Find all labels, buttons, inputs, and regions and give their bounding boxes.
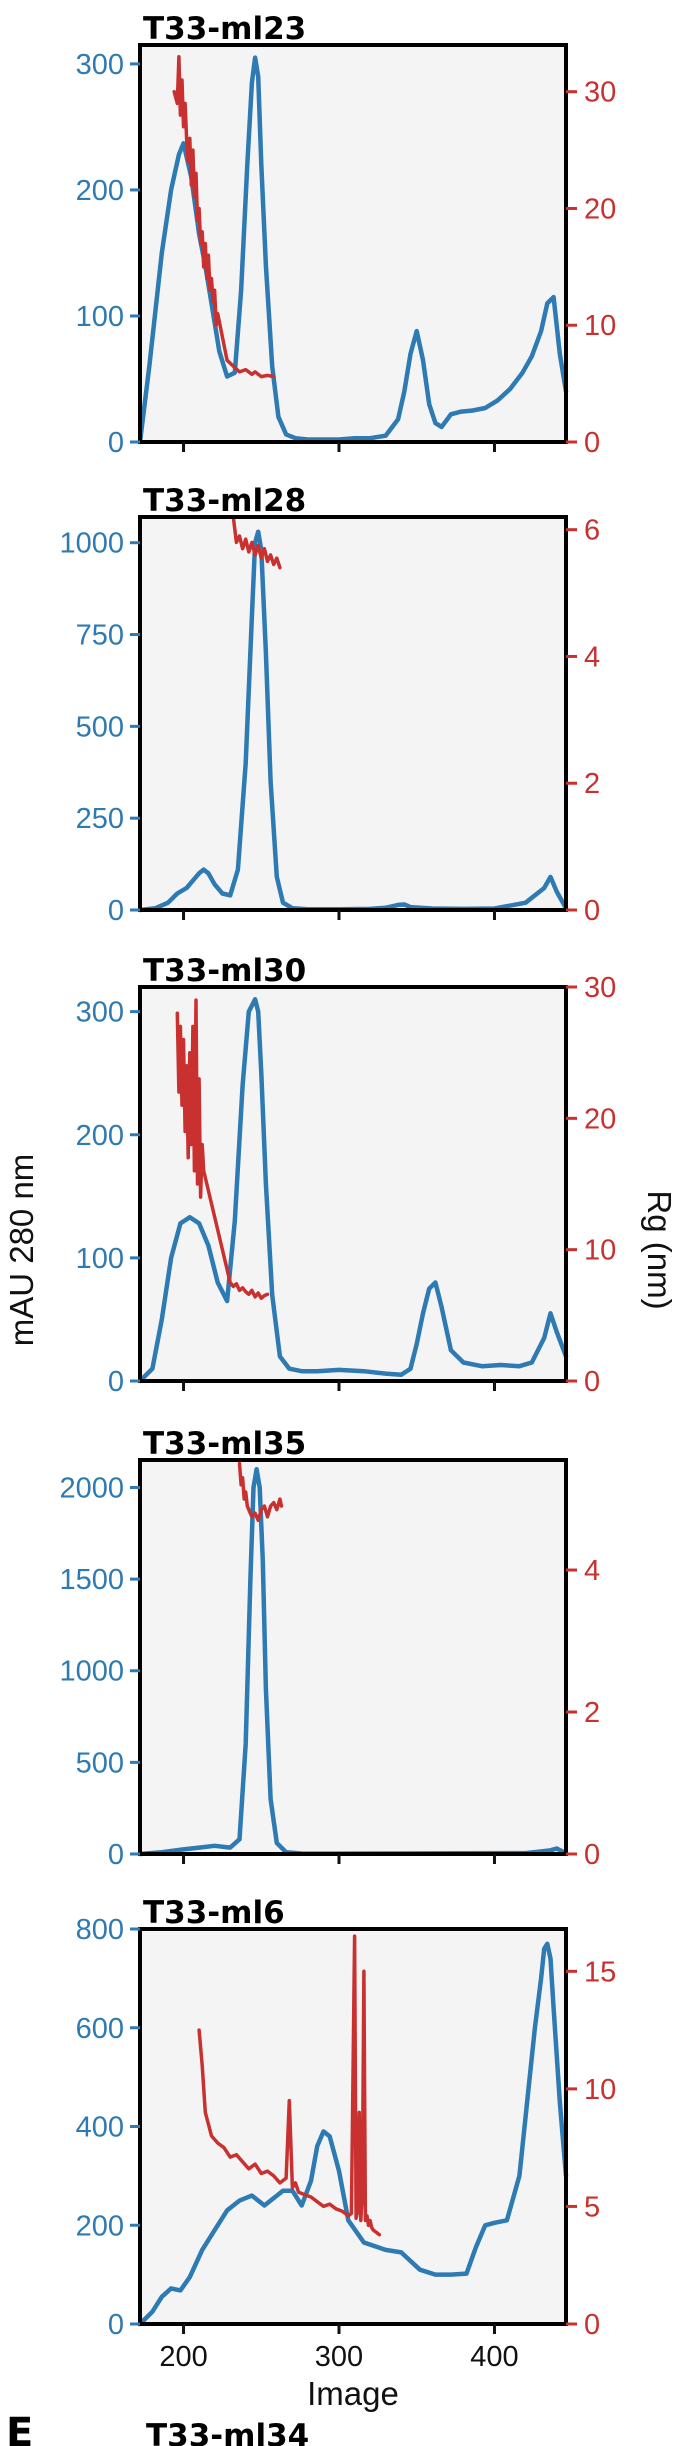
plot-frame <box>138 985 568 1383</box>
y-left-tick-label: 800 <box>76 1914 124 1946</box>
y-right-tick-label: 0 <box>584 1366 600 1398</box>
plot-area <box>140 45 566 442</box>
y-right-tick-label: 0 <box>584 895 600 927</box>
y-left-tick-label: 500 <box>76 711 124 743</box>
y-left-tick-label: 250 <box>76 803 124 835</box>
y-right-tick-label: 30 <box>584 77 616 109</box>
chart-panel-1: 0 100 200 300 0 10 20 30 T33-ml23 <box>76 11 617 459</box>
y-left-tick-label: 400 <box>76 2112 124 2144</box>
panel-title: T33-ml23 <box>143 11 306 47</box>
chart-panels: 01002003000102030T33-ml23025050075010000… <box>59 11 616 2373</box>
chart-panel-3: 0 100 200 300 0 10 20 30 T33-ml30 <box>76 953 617 1398</box>
series-line-rg <box>172 54 276 379</box>
y-left-tick-label: 100 <box>76 1243 124 1275</box>
series-line-rg <box>231 515 282 570</box>
y-right-tick-label: 10 <box>584 2074 616 2106</box>
y-right-tick-label: 6 <box>584 515 600 547</box>
series-line-mau <box>137 1941 569 2327</box>
y-right-tick-label: 20 <box>584 1103 616 1135</box>
y-left-tick-label: 300 <box>76 49 124 81</box>
y-left-tick-label: 500 <box>76 1747 124 1779</box>
y-left-tick-label: 2000 <box>59 1472 124 1504</box>
y-right-axis-label: Rg (nm) <box>641 1190 678 1309</box>
y-left-tick-label: 0 <box>108 427 124 459</box>
x-tick-label: 200 <box>159 2341 207 2373</box>
y-left-tick-label: 0 <box>108 2309 124 2341</box>
y-left-tick-label: 100 <box>76 301 124 333</box>
y-left-axis-label: mAU 280 nm <box>3 1154 40 1347</box>
y-left-tick-label: 0 <box>108 895 124 927</box>
plot-area <box>140 987 566 1381</box>
plot-area <box>140 517 566 910</box>
plot-frame <box>138 1458 568 1856</box>
chart-panel-2: 0 250 500 750 1000 0 2 4 6 T33-ml28 <box>59 483 600 927</box>
y-right-tick-label: 4 <box>584 641 600 673</box>
y-right-tick-label: 0 <box>584 427 600 459</box>
y-left-tick-label: 300 <box>76 997 124 1029</box>
series-line-rg <box>197 1934 382 2237</box>
y-right-tick-label: 4 <box>584 1555 600 1587</box>
y-left-tick-label: 750 <box>76 620 124 652</box>
y-right-tick-label: 2 <box>584 768 600 800</box>
plot-frame <box>138 515 568 912</box>
panel-title: T33-ml6 <box>143 1895 285 1931</box>
y-right-tick-label: 0 <box>584 1839 600 1871</box>
y-right-tick-label: 10 <box>584 1235 616 1267</box>
panel-title: T33-ml30 <box>143 953 306 989</box>
next-panel-letter: E <box>6 2410 33 2446</box>
y-left-tick-label: 1000 <box>59 528 124 560</box>
plot-area <box>140 1460 566 1854</box>
x-tick-label: 400 <box>470 2341 518 2373</box>
y-right-tick-label: 0 <box>584 2309 600 2341</box>
y-right-tick-label: 2 <box>584 1697 600 1729</box>
series-line-rg <box>175 998 270 1301</box>
series-line-rg <box>237 1461 284 1523</box>
y-left-tick-label: 200 <box>76 2210 124 2242</box>
y-left-tick-label: 1000 <box>59 1656 124 1688</box>
y-left-tick-label: 600 <box>76 2013 124 2045</box>
panel-title: T33-ml28 <box>143 483 306 519</box>
x-tick-label: 300 <box>315 2341 363 2373</box>
y-right-tick-label: 15 <box>584 1956 616 1988</box>
y-left-tick-label: 0 <box>108 1366 124 1398</box>
panel-title: T33-ml35 <box>143 1426 306 1462</box>
y-right-tick-label: 10 <box>584 310 616 342</box>
next-panel-title: T33-ml34 <box>146 2418 309 2446</box>
series-line-mau <box>137 997 569 1384</box>
y-left-tick-label: 200 <box>76 1120 124 1152</box>
y-right-tick-label: 20 <box>584 193 616 225</box>
plot-frame <box>138 43 568 444</box>
y-left-tick-label: 0 <box>108 1839 124 1871</box>
y-right-tick-label: 30 <box>584 972 616 1004</box>
chart-panel-4: 0 500 1000 1500 2000 0 2 4 T33-ml35 <box>59 1426 600 1871</box>
x-axis-label: Image <box>307 2375 399 2412</box>
y-right-tick-label: 5 <box>584 2191 600 2223</box>
y-left-tick-label: 200 <box>76 175 124 207</box>
chart-panel-5: 0 200 400 600 800 0 5 10 15 200 300 400 T33-ml6 <box>76 1895 617 2373</box>
y-left-tick-label: 1500 <box>59 1564 124 1596</box>
